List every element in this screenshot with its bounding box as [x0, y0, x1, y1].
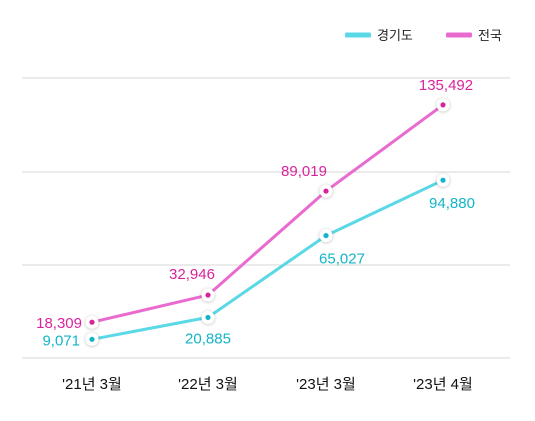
data-point-0-2 [323, 232, 329, 239]
data-point-1-1 [205, 292, 211, 298]
data-label-1-0: 18,309 [36, 315, 82, 332]
data-point-1-0 [89, 319, 95, 325]
legend-swatch-0 [345, 32, 371, 38]
data-label-0-1: 20,885 [185, 330, 231, 347]
legend-label-0: 경기도 [377, 28, 413, 43]
legend-label-1: 전국 [478, 28, 502, 43]
data-label-0-3: 94,880 [429, 195, 475, 212]
data-label-1-3: 135,492 [419, 77, 473, 94]
data-point-0-3 [440, 177, 446, 183]
data-label-1-1: 32,946 [169, 266, 215, 283]
data-point-0-1 [205, 314, 211, 321]
data-label-1-2: 89,019 [281, 163, 327, 180]
data-point-1-2 [323, 188, 329, 194]
data-label-0-0: 9,071 [42, 332, 80, 349]
x-tick-label-0: '21년 3월 [62, 376, 122, 393]
x-tick-label-2: '23년 3월 [296, 376, 356, 393]
x-tick-label-1: '22년 3월 [178, 376, 238, 393]
x-tick-label-3: '23년 4월 [413, 376, 473, 393]
series-line-0 [90, 178, 445, 341]
data-point-1-3 [440, 102, 446, 108]
series-line-1 [90, 103, 445, 324]
data-label-0-2: 65,027 [319, 251, 365, 268]
data-point-0-0 [89, 336, 95, 342]
legend-swatch-1 [446, 32, 472, 38]
